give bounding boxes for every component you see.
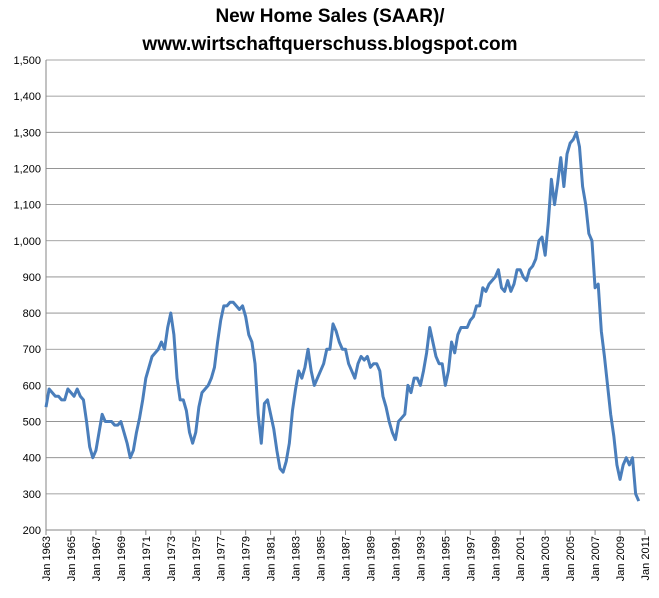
x-tick-label: Jan 1965 xyxy=(66,536,78,581)
chart-title: www.wirtschaftquerschuss.blogspot.com xyxy=(141,34,517,55)
y-tick-label: 200 xyxy=(23,525,41,537)
x-tick-label: Jan 1993 xyxy=(415,536,427,581)
x-tick-label: Jan 1997 xyxy=(465,536,477,581)
y-tick-label: 1,400 xyxy=(13,91,41,103)
y-tick-label: 800 xyxy=(23,308,41,320)
y-tick-label: 400 xyxy=(23,453,41,465)
x-tick-label: Jan 1967 xyxy=(91,536,103,581)
x-tick-label: Jan 1977 xyxy=(216,536,228,581)
y-tick-label: 900 xyxy=(23,272,41,284)
y-tick-label: 1,200 xyxy=(13,163,41,175)
x-tick-label: Jan 1985 xyxy=(316,536,328,581)
y-tick-label: 300 xyxy=(23,489,41,501)
y-tick-label: 1,300 xyxy=(13,127,41,139)
x-tick-label: Jan 1991 xyxy=(390,536,402,581)
x-tick-label: Jan 1973 xyxy=(166,536,178,581)
y-tick-label: 700 xyxy=(23,344,41,356)
x-tick-label: Jan 1979 xyxy=(241,536,253,581)
x-tick-label: Jan 2003 xyxy=(540,536,552,581)
x-tick-label: Jan 1983 xyxy=(291,536,303,581)
x-tick-label: Jan 2009 xyxy=(615,536,627,581)
x-tick-label: Jan 2005 xyxy=(565,536,577,581)
y-tick-label: 500 xyxy=(23,417,41,429)
x-tick-label: Jan 1987 xyxy=(341,536,353,581)
x-tick-label: Jan 1969 xyxy=(116,536,128,581)
x-tick-label: Jan 1971 xyxy=(141,536,153,581)
x-tick-label: Jan 2007 xyxy=(590,536,602,581)
x-tick-label: Jan 2011 xyxy=(640,536,652,580)
data-line xyxy=(44,130,641,502)
x-tick-label: Jan 1981 xyxy=(266,536,278,581)
y-tick-label: 1,000 xyxy=(13,236,41,248)
y-tick-label: 1,500 xyxy=(13,55,41,67)
x-tick-label: Jan 2001 xyxy=(515,536,527,581)
x-tick-label: Jan 1989 xyxy=(365,536,377,581)
x-tick-label: Jan 1999 xyxy=(490,536,502,581)
x-tick-label: Jan 1975 xyxy=(191,536,203,581)
x-tick-label: Jan 1963 xyxy=(41,536,53,581)
y-tick-label: 1,100 xyxy=(13,200,41,212)
y-tick-label: 600 xyxy=(23,380,41,392)
chart-title: New Home Sales (SAAR)/ xyxy=(215,6,445,27)
x-tick-label: Jan 1995 xyxy=(440,536,452,581)
